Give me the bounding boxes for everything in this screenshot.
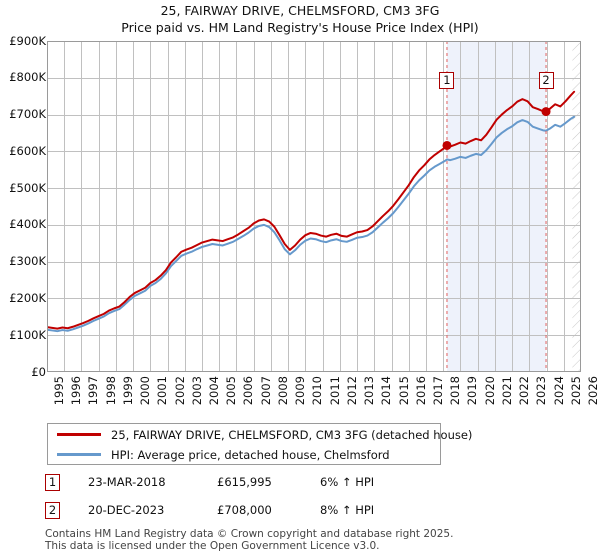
x-axis-tick-label: 2024 xyxy=(551,376,566,406)
x-axis-tick-label: 2011 xyxy=(327,376,342,406)
projection-hatch xyxy=(572,41,581,372)
transaction-marker-lines xyxy=(446,41,547,372)
y-axis-tick-label: £100K xyxy=(9,327,46,342)
x-axis-tick-label: 2010 xyxy=(310,376,325,406)
x-axis-tick-label: 2008 xyxy=(275,376,290,406)
x-axis-tick-label: 1997 xyxy=(86,376,101,406)
table-row[interactable]: 2 20-DEC-2023 £708,000 8% ↑ HPI xyxy=(45,500,465,528)
x-axis-tick-label: 2004 xyxy=(207,376,222,406)
x-axis-tick-label: 2013 xyxy=(362,376,377,406)
chart-legend: 25, FAIRWAY DRIVE, CHELMSFORD, CM3 3FG (… xyxy=(47,423,472,465)
x-axis-tick-label: 1998 xyxy=(103,376,118,406)
table-row[interactable]: 1 23-MAR-2018 £615,995 6% ↑ HPI xyxy=(45,472,465,500)
chart-svg xyxy=(47,41,581,372)
x-axis-tick-label: 2018 xyxy=(448,376,463,406)
series-lines xyxy=(47,90,576,333)
transaction-marker-dots xyxy=(442,107,551,150)
y-axis-tick-label: £300K xyxy=(9,254,46,269)
y-axis-labels: £0 £100K £200K £300K £400K £500K £600K £700K £80… xyxy=(0,35,46,378)
y-axis-tick-label: £400K xyxy=(9,217,46,232)
chart-plot-area[interactable]: 1 2 xyxy=(47,41,581,372)
page-title: 25, FAIRWAY DRIVE, CHELMSFORD, CM3 3FG P… xyxy=(0,2,600,36)
footer-line-2: This data is licensed under the Open Gov… xyxy=(45,540,380,552)
transaction-hpi-delta-1: 6% ↑ HPI xyxy=(320,475,375,489)
title-line-1: 25, FAIRWAY DRIVE, CHELMSFORD, CM3 3FG xyxy=(160,3,440,18)
x-axis-tick-label: 2019 xyxy=(465,376,480,406)
x-axis-tick-label: 2025 xyxy=(568,376,583,406)
transaction-hpi-delta-2: 8% ↑ HPI xyxy=(320,503,375,517)
legend-label-hpi: HPI: Average price, detached house, Chel… xyxy=(111,447,390,462)
title-line-2: Price paid vs. HM Land Registry's House … xyxy=(121,20,479,35)
x-axis-tick-label: 1999 xyxy=(120,376,135,406)
x-axis-tick-label: 2026 xyxy=(586,376,600,406)
chart-marker-badge-1[interactable]: 1 xyxy=(439,72,455,89)
transaction-date-2: 20-DEC-2023 xyxy=(88,503,165,517)
legend-label-price-paid: 25, FAIRWAY DRIVE, CHELMSFORD, CM3 3FG (… xyxy=(111,427,473,442)
legend-swatch-price-paid xyxy=(57,433,101,436)
transaction-badge-1: 1 xyxy=(45,474,60,491)
x-axis-labels: 1995 1996 1997 1998 1999 2000 2001 2002 2003 2004… xyxy=(47,374,600,420)
y-axis-tick-label: £0 xyxy=(31,364,46,379)
footer-attribution: Contains HM Land Registry data © Crown c… xyxy=(45,528,585,552)
y-axis-tick-label: £700K xyxy=(9,107,46,122)
x-axis-tick-label: 2001 xyxy=(155,376,170,406)
x-axis-tick-label: 1995 xyxy=(52,376,66,406)
x-axis-tick-label: 1996 xyxy=(69,376,84,406)
x-axis-tick-label: 2017 xyxy=(430,376,445,406)
x-axis-tick-label: 2020 xyxy=(482,376,497,406)
x-axis-tick-label: 2023 xyxy=(534,376,549,406)
highlight-span xyxy=(446,41,547,372)
x-axis-tick-label: 2007 xyxy=(258,376,273,406)
x-axis-tick-label: 2006 xyxy=(241,376,256,406)
x-axis-tick-label: 2003 xyxy=(189,376,204,406)
x-axis-tick-label: 2016 xyxy=(413,376,428,406)
y-axis-tick-label: £500K xyxy=(9,180,46,195)
x-axis-tick-label: 2012 xyxy=(344,376,359,406)
footer-line-1: Contains HM Land Registry data © Crown c… xyxy=(45,528,454,540)
y-axis-tick-label: £200K xyxy=(9,290,46,305)
transaction-price-2: £708,000 xyxy=(217,503,272,517)
x-axis-tick-label: 2000 xyxy=(138,376,153,406)
grid-lines xyxy=(47,41,581,372)
x-axis-tick-label: 2021 xyxy=(499,376,514,406)
transaction-price-1: £615,995 xyxy=(217,475,272,489)
y-axis-tick-label: £800K xyxy=(9,70,46,85)
y-axis-tick-label: £900K xyxy=(9,33,46,48)
y-axis-tick-label: £600K xyxy=(9,143,46,158)
x-axis-tick-label: 2014 xyxy=(379,376,394,406)
chart-marker-badge-2[interactable]: 2 xyxy=(538,72,554,89)
legend-item-hpi: HPI: Average price, detached house, Chel… xyxy=(48,444,440,465)
transactions-table: 1 23-MAR-2018 £615,995 6% ↑ HPI 2 20-DEC… xyxy=(45,472,465,528)
x-axis-tick-label: 2015 xyxy=(396,376,411,406)
transaction-date-1: 23-MAR-2018 xyxy=(88,475,166,489)
legend-swatch-hpi xyxy=(57,453,101,456)
legend-item-price-paid: 25, FAIRWAY DRIVE, CHELMSFORD, CM3 3FG (… xyxy=(48,424,472,445)
x-axis-tick-label: 2005 xyxy=(224,376,239,406)
x-axis-tick-label: 2022 xyxy=(517,376,532,406)
x-axis-tick-label: 2002 xyxy=(172,376,187,406)
x-axis-tick-label: 2009 xyxy=(293,376,308,406)
transaction-badge-2: 2 xyxy=(45,502,60,519)
